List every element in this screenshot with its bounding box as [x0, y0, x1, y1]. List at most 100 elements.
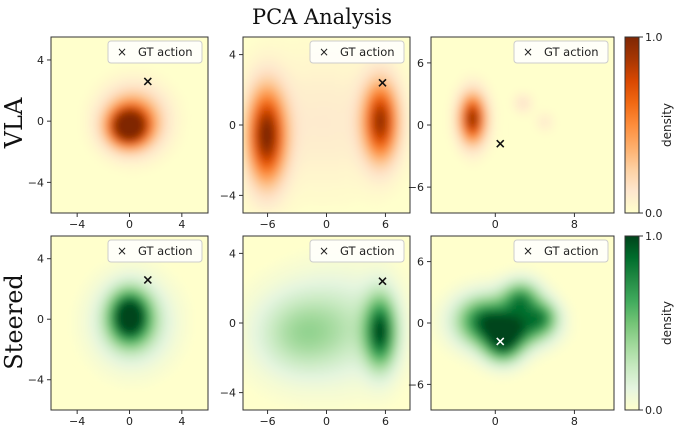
density-cell — [98, 121, 103, 126]
density-cell — [322, 357, 328, 362]
density-cell — [290, 186, 295, 191]
density-cell — [319, 86, 324, 92]
density-cell — [286, 117, 291, 122]
density-cell — [377, 155, 382, 161]
density-cell — [85, 300, 90, 305]
density-cell — [301, 90, 306, 95]
density-cell — [301, 86, 306, 92]
density-cell — [362, 147, 368, 153]
density-cell — [180, 323, 185, 328]
density-cell — [290, 121, 295, 126]
density-cell — [253, 304, 259, 309]
density-cell — [146, 383, 151, 388]
density-cell — [139, 86, 144, 92]
density-cell — [286, 105, 291, 111]
density-cell — [290, 59, 295, 65]
density-cell — [272, 71, 277, 76]
density-cell — [160, 323, 165, 328]
density-cell — [311, 315, 317, 320]
density-cell — [88, 121, 93, 126]
density-cell — [366, 136, 371, 141]
density-cell — [139, 345, 144, 351]
density-cell — [257, 75, 262, 80]
density-cell — [268, 387, 273, 392]
density-cell — [119, 144, 124, 149]
density-cell — [315, 353, 320, 358]
density-cell — [330, 121, 335, 126]
density-cell — [132, 311, 137, 317]
density-cell — [406, 117, 410, 122]
density-cell — [272, 209, 277, 213]
density-cell — [399, 71, 404, 76]
density-cell — [268, 323, 273, 328]
density-cell — [293, 330, 299, 335]
density-cell — [170, 128, 175, 134]
density-cell — [246, 144, 251, 149]
density-cell — [377, 86, 382, 92]
density-cell — [268, 190, 273, 195]
density-cell — [243, 125, 248, 130]
density-cell — [301, 349, 306, 354]
density-cell — [268, 163, 273, 168]
density-cell — [330, 201, 335, 206]
density-cell — [311, 125, 317, 130]
density-cell — [326, 387, 331, 392]
density-cell — [115, 79, 120, 84]
density-cell — [149, 79, 154, 84]
density-cell — [139, 128, 144, 134]
density-cell — [170, 345, 175, 351]
density-cell — [370, 109, 375, 115]
density-cell — [362, 167, 368, 172]
density-cell — [167, 319, 172, 324]
density-cell — [359, 109, 364, 115]
density-cell — [330, 178, 335, 183]
density-cell — [156, 98, 161, 103]
density-cell — [91, 296, 96, 301]
density-cell — [550, 128, 555, 134]
density-cell — [514, 105, 520, 111]
density-cell — [315, 360, 320, 366]
density-cell — [359, 140, 364, 145]
density-cell — [377, 125, 382, 130]
density-cell — [250, 140, 255, 145]
density-cell — [322, 90, 328, 95]
density-cell — [119, 140, 124, 145]
density-cell — [315, 330, 320, 335]
density-cell — [160, 341, 165, 347]
density-cell — [156, 357, 161, 362]
density-cell — [293, 86, 299, 92]
density-cell — [95, 109, 100, 115]
density-cell — [304, 311, 309, 317]
density-cell — [257, 121, 262, 126]
density-cell — [243, 98, 248, 103]
density-cell — [470, 82, 476, 88]
density-cell — [272, 102, 277, 107]
density-cell — [129, 98, 134, 103]
density-cell — [122, 379, 127, 385]
density-cell — [156, 372, 161, 377]
density-cell — [319, 197, 324, 203]
density-cell — [337, 71, 342, 76]
density-cell — [478, 82, 484, 88]
density-cell — [518, 113, 524, 118]
density-cell — [322, 296, 328, 301]
density-cell — [122, 383, 127, 388]
density-cell — [370, 186, 375, 191]
density-cell — [290, 254, 295, 260]
density-cell — [102, 125, 107, 130]
density-cell — [243, 136, 248, 141]
density-cell — [370, 121, 375, 126]
density-cell — [333, 71, 338, 76]
density-cell — [377, 174, 382, 180]
density-cell — [257, 125, 262, 130]
density-cell — [264, 266, 270, 271]
density-cell — [139, 140, 144, 145]
density-cell — [115, 75, 120, 80]
density-cell — [149, 147, 154, 153]
density-cell — [109, 132, 114, 138]
density-cell — [129, 307, 134, 313]
density-cell — [337, 193, 342, 199]
density-cell — [454, 109, 460, 115]
density-cell — [95, 281, 100, 286]
density-cell — [337, 86, 342, 92]
